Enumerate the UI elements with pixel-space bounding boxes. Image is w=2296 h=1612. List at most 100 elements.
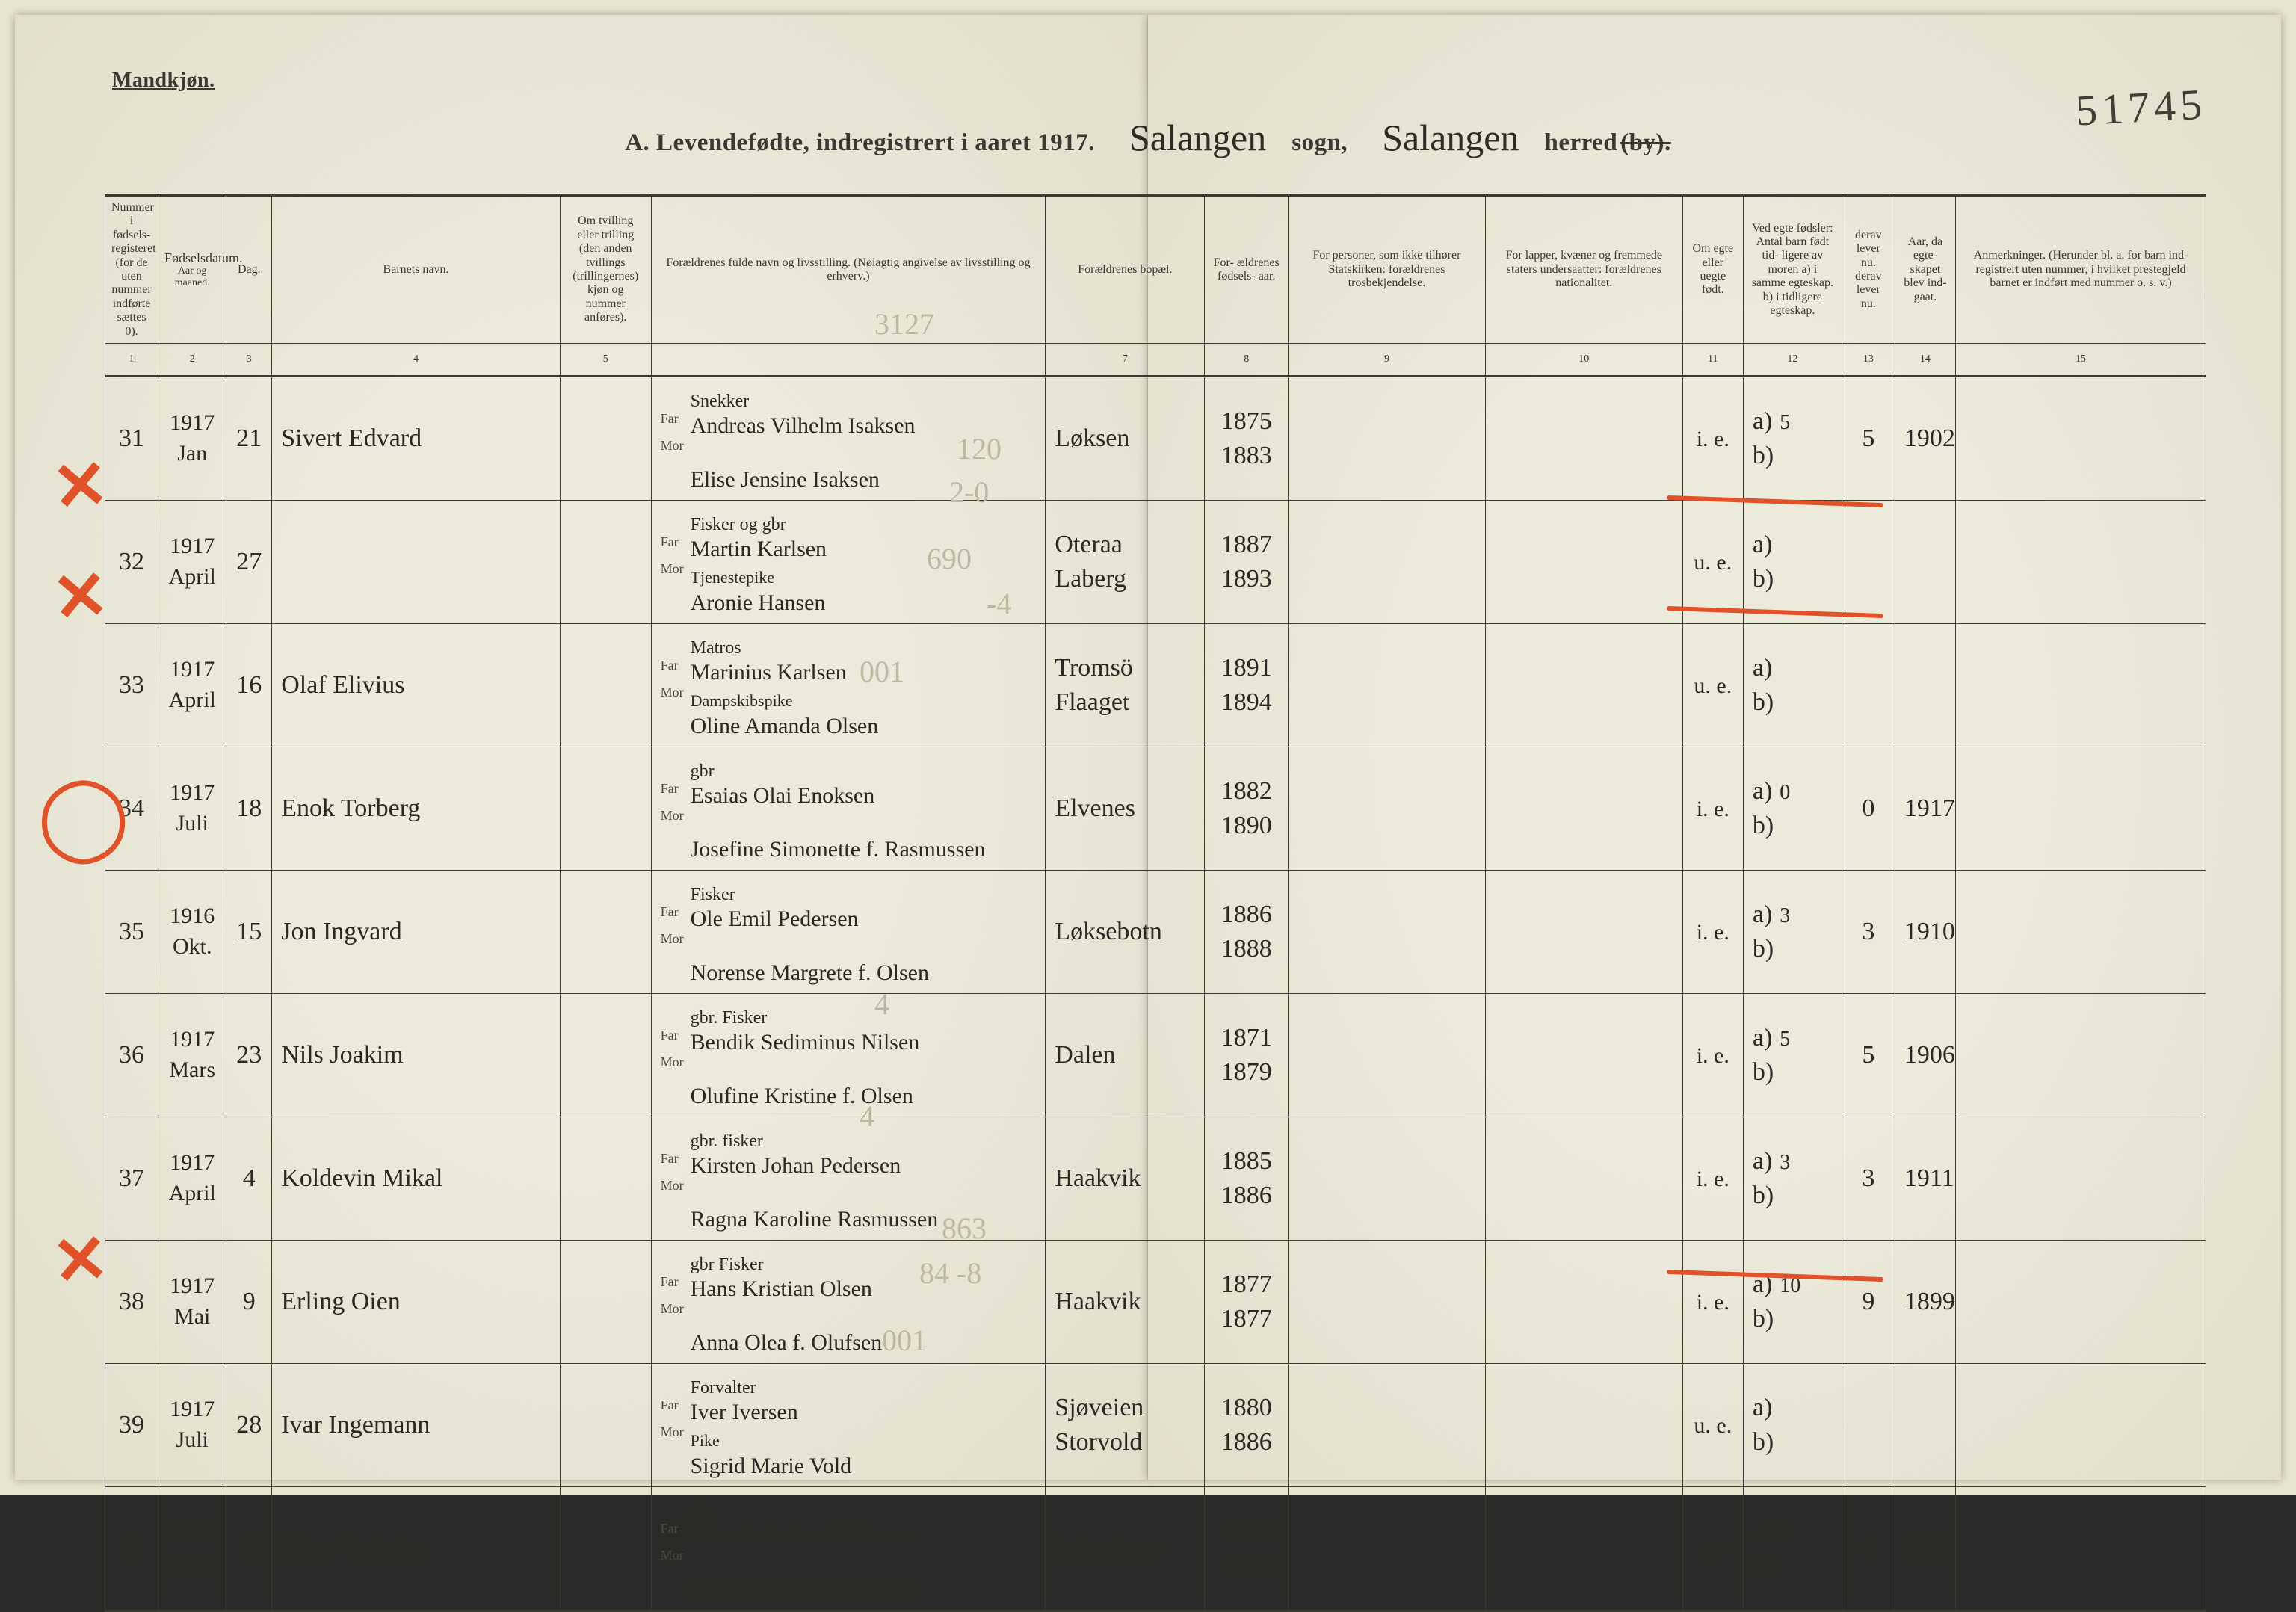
cell-legitimacy: u. e. — [1682, 1363, 1743, 1486]
title-sogn-handwritten: Salangen — [1107, 117, 1289, 158]
cell-living: 5 — [1842, 993, 1895, 1117]
colnum-2: 2 — [158, 343, 226, 376]
table-row: 37 1917April 4 Koldevin Mikal gbr. fiske… — [105, 1117, 2206, 1240]
colnum-7: 7 — [1046, 343, 1205, 376]
table-row: 39 1917Juli 28 Ivar Ingemann Forvalter F… — [105, 1363, 2206, 1486]
colnum-15: 15 — [1956, 343, 2206, 376]
cell-parents: Snekker FarAndreas Vilhelm Isaksen Mor E… — [651, 376, 1046, 500]
register-table: Nummer i fødsels- registeret (for de ute… — [105, 194, 2206, 1612]
cell-residence: Tromsö Flaaget — [1046, 623, 1205, 747]
cell-year-month: 1917Mars — [158, 993, 226, 1117]
colnum-13: 13 — [1842, 343, 1895, 376]
table-row: 34 1917Juli 18 Enok Torberg gbr FarEsaia… — [105, 747, 2206, 870]
cell-legitimacy: i. e. — [1682, 1240, 1743, 1363]
col-header-8: For- ældrenes fødsels- aar. — [1205, 196, 1289, 344]
cell-religion — [1289, 993, 1486, 1117]
col-header-3: Dag. — [226, 196, 272, 344]
col-header-15: Anmerkninger. (Herunder bl. a. for barn … — [1956, 196, 2206, 344]
cell-prev-children: a)0 b) — [1743, 747, 1842, 870]
col-header-10: For lapper, kvæner og fremmede staters u… — [1485, 196, 1682, 344]
cell-year-month: 1917Jan — [158, 376, 226, 500]
cell-parents: Matros FarMarinius Karlsen MorDampskibsp… — [651, 623, 1046, 747]
cell-religion — [1289, 870, 1486, 993]
cell-legitimacy: i. e. — [1682, 870, 1743, 993]
cell-day: 18 — [226, 747, 272, 870]
cell-marriage-year: 1899 — [1895, 1240, 1955, 1363]
table-row: 33 1917April 16 Olaf Elivius Matros FarM… — [105, 623, 2206, 747]
cell-twin — [560, 747, 651, 870]
column-number-row: 1 2 3 4 5 7 8 9 10 11 12 13 14 15 — [105, 343, 2206, 376]
cell-day: 21 — [226, 376, 272, 500]
cell-year-month: 1917April — [158, 500, 226, 623]
colnum-14: 14 — [1895, 343, 1955, 376]
cell-parent-years: 1882 1890 — [1205, 747, 1289, 870]
cell-nationality — [1485, 1363, 1682, 1486]
cell-religion — [1289, 1363, 1486, 1486]
cell-marriage-year: 1912 — [1895, 1486, 1955, 1611]
title-herred-handwritten: Salangen — [1360, 117, 1541, 158]
cell-number: 33 — [105, 623, 158, 747]
colnum-11: 11 — [1682, 343, 1743, 376]
cell-residence: Haakvik — [1046, 1240, 1205, 1363]
cell-number: 36 — [105, 993, 158, 1117]
cell-marriage-year — [1895, 500, 1955, 623]
cell-parents: gbr Fisker FarHans Kristian Olsen Mor An… — [651, 1240, 1046, 1363]
colnum-8: 8 — [1205, 343, 1289, 376]
cell-residence: Haakvik — [1046, 1117, 1205, 1240]
colnum-6 — [651, 343, 1046, 376]
col-header-5: Om tvilling eller trilling (den anden tv… — [560, 196, 651, 344]
cell-living: 3 — [1842, 1117, 1895, 1240]
cell-remarks — [1956, 376, 2206, 500]
cell-number: 38 — [105, 1240, 158, 1363]
cell-number: 34 — [105, 747, 158, 870]
cell-nationality — [1485, 993, 1682, 1117]
cell-marriage-year — [1895, 623, 1955, 747]
cell-prev-children: a)5 b) — [1743, 993, 1842, 1117]
cell-religion — [1289, 1240, 1486, 1363]
cell-marriage-year — [1895, 1363, 1955, 1486]
cell-remarks — [1956, 1363, 2206, 1486]
cell-remarks — [1956, 1117, 2206, 1240]
cell-residence: Dalen — [1046, 993, 1205, 1117]
cell-marriage-year: 1910 — [1895, 870, 1955, 993]
cell-legitimacy: i. e. — [1682, 1486, 1743, 1611]
cell-residence: Elvenes — [1046, 747, 1205, 870]
cell-twin — [560, 993, 651, 1117]
cell-day: 23 — [226, 993, 272, 1117]
cell-nationality — [1485, 1240, 1682, 1363]
cell-living: 0 — [1842, 747, 1895, 870]
cell-year-month: 1917April — [158, 623, 226, 747]
cell-year-month: 1917Aug — [158, 1486, 226, 1611]
register-table-wrap: Nummer i fødsels- registeret (for de ute… — [105, 194, 2206, 1442]
cell-year-month: 1917Juli — [158, 1363, 226, 1486]
cell-parent-years: 1885 1886 — [1205, 1117, 1289, 1240]
cell-parent-years: 1886 1888 — [1205, 870, 1289, 993]
cell-child-name: Koldevin Mikal — [272, 1117, 561, 1240]
cell-child-name: Sivert Edvard — [272, 376, 561, 500]
table-row: 32 1917April 27 Fisker og gbr FarMartin … — [105, 500, 2206, 623]
cell-parents: Forvalter FarIver Iversen MorPike Sigrid… — [651, 1363, 1046, 1486]
col-header-2-sub: Aar og maaned. — [164, 265, 220, 289]
cell-legitimacy: i. e. — [1682, 1117, 1743, 1240]
cell-day: 27 — [226, 500, 272, 623]
cell-religion — [1289, 500, 1486, 623]
cell-living — [1842, 1363, 1895, 1486]
cell-legitimacy: i. e. — [1682, 376, 1743, 500]
cell-religion — [1289, 1117, 1486, 1240]
col-header-4: Barnets navn. — [272, 196, 561, 344]
colnum-1: 1 — [105, 343, 158, 376]
cell-day: 15 — [226, 870, 272, 993]
colnum-9: 9 — [1289, 343, 1486, 376]
cell-day: 4 — [226, 1117, 272, 1240]
cell-year-month: 1916Okt. — [158, 870, 226, 993]
col-header-2-3-group: Fødselsdatum. — [164, 250, 220, 266]
cell-remarks — [1956, 500, 2206, 623]
cell-residence: Løksen — [1046, 376, 1205, 500]
col-header-6: Forældrenes fulde navn og livsstilling. … — [651, 196, 1046, 344]
cell-living: 5 — [1842, 376, 1895, 500]
cell-marriage-year: 1917 — [1895, 747, 1955, 870]
cell-parents: gbr FarEsaias Olai Enoksen Mor Josefine … — [651, 747, 1046, 870]
cell-child-name: Einar Kristian — [272, 1486, 561, 1611]
cell-number: 40 — [105, 1486, 158, 1611]
cell-twin — [560, 1486, 651, 1611]
